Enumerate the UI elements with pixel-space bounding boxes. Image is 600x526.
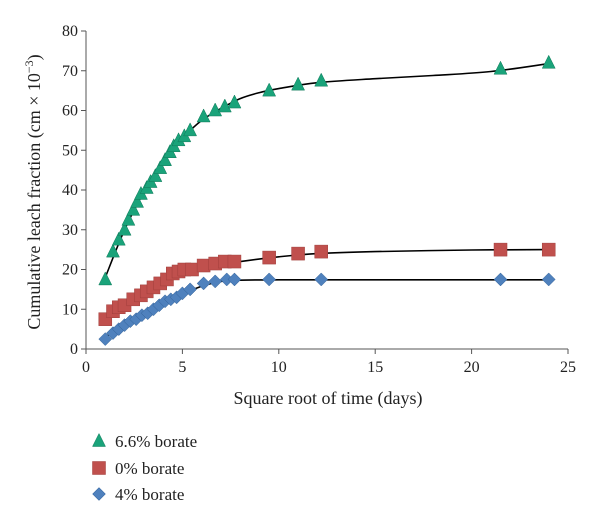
y-tick-label: 0 — [70, 341, 78, 358]
x-tick-label: 0 — [82, 359, 90, 376]
triangle-data-point — [541, 54, 556, 69]
diamond-data-point — [208, 274, 223, 289]
y-tick-label: 50 — [62, 142, 78, 159]
y-tick-label: 80 — [62, 23, 78, 40]
triangle-data-point — [291, 76, 305, 91]
triangle-data-point — [98, 271, 113, 286]
x-tick-labels: 0 5 10 15 20 25 — [82, 359, 576, 376]
y-axis-label-close: ) — [24, 54, 45, 60]
triangle-data-point — [227, 94, 242, 109]
triangle-data-point — [130, 193, 144, 208]
y-tick-label: 40 — [62, 182, 78, 199]
diamond-data-point — [196, 276, 211, 291]
diamond-data-point — [262, 272, 277, 287]
x-tick-label: 20 — [464, 359, 480, 376]
triangle-data-point — [196, 108, 211, 123]
square-data-point — [185, 262, 199, 277]
axes — [81, 30, 569, 354]
square-data-point — [196, 258, 211, 273]
triangle-data-point — [158, 152, 172, 166]
x-axis-label: Square root of time (days) — [234, 388, 423, 409]
y-tick-label: 30 — [62, 222, 78, 239]
fit-curve — [104, 278, 549, 338]
x-tick-label: 15 — [367, 359, 383, 376]
diamond-data-point — [98, 332, 113, 346]
square-data-point — [291, 246, 305, 261]
diamond-data-point — [183, 282, 197, 297]
diamond-data-point — [227, 272, 242, 287]
legend-label: 6.6% borate — [115, 432, 197, 451]
legend: 6.6% borate 0% borate 4% borate — [92, 432, 197, 504]
triangle-data-point — [106, 243, 120, 258]
square-data-point — [262, 250, 276, 265]
x-tick-label: 25 — [560, 359, 576, 376]
data-points — [98, 54, 556, 346]
triangle-data-point — [183, 122, 198, 137]
triangle-data-point — [121, 211, 136, 226]
square-data-point — [493, 242, 508, 257]
triangle-data-point — [217, 98, 232, 113]
y-tick-labels: 0 10 20 30 40 50 60 70 80 — [62, 23, 78, 358]
y-tick-label: 10 — [62, 301, 78, 318]
y-axis-label-main: Cumulative leach fraction (cm × 10 — [24, 73, 45, 330]
triangle-data-point — [126, 201, 141, 216]
triangle-data-point — [493, 60, 508, 75]
legend-diamond-marker — [92, 487, 106, 501]
square-data-point — [227, 254, 242, 269]
y-tick-label: 70 — [62, 63, 78, 80]
triangle-data-point — [208, 102, 223, 117]
y-axis-label: Cumulative leach fraction (cm × 10−3) — [22, 54, 45, 329]
square-data-point — [314, 244, 328, 259]
y-axis-label-exponent: −3 — [22, 60, 36, 73]
triangle-data-point — [153, 160, 168, 174]
legend-square-marker — [92, 461, 106, 475]
triangle-data-point — [314, 72, 329, 87]
diamond-data-point — [314, 272, 329, 287]
square-data-point — [541, 242, 556, 257]
x-tick-label: 10 — [271, 359, 287, 376]
triangle-data-point — [111, 231, 126, 246]
diamond-data-point — [541, 272, 556, 287]
legend-label: 4% borate — [115, 485, 184, 504]
x-tick-label: 5 — [178, 359, 186, 376]
triangle-data-point — [262, 82, 277, 97]
triangle-data-point — [117, 221, 132, 236]
diamond-data-point — [493, 272, 508, 287]
y-tick-label: 20 — [62, 262, 78, 279]
y-tick-label: 60 — [62, 103, 78, 120]
triangle-data-point — [148, 168, 163, 182]
legend-label: 0% borate — [115, 459, 184, 478]
legend-triangle-marker — [92, 432, 106, 447]
